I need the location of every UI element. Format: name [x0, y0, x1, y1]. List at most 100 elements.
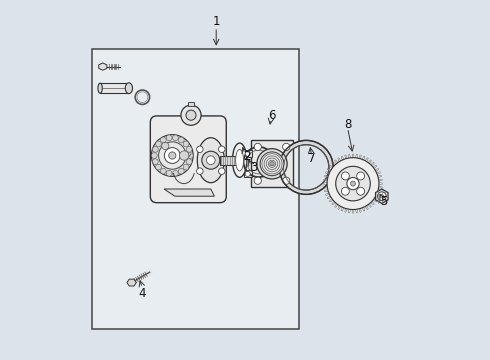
Polygon shape: [365, 206, 368, 210]
Polygon shape: [375, 196, 379, 199]
Text: 8: 8: [344, 118, 351, 131]
Circle shape: [254, 177, 261, 184]
Polygon shape: [327, 196, 331, 199]
Polygon shape: [324, 186, 327, 188]
Circle shape: [357, 172, 365, 180]
Circle shape: [187, 153, 193, 158]
Text: 6: 6: [268, 109, 276, 122]
Polygon shape: [348, 154, 350, 158]
Circle shape: [151, 135, 193, 176]
Circle shape: [169, 152, 176, 159]
Polygon shape: [375, 168, 379, 171]
Circle shape: [162, 142, 169, 149]
Polygon shape: [356, 154, 357, 158]
Circle shape: [156, 164, 161, 170]
Polygon shape: [352, 210, 354, 213]
Polygon shape: [345, 155, 347, 159]
Polygon shape: [338, 206, 341, 210]
Ellipse shape: [232, 143, 247, 177]
Circle shape: [347, 177, 359, 190]
Circle shape: [219, 168, 225, 174]
Polygon shape: [329, 199, 333, 202]
Polygon shape: [325, 193, 329, 195]
Text: 2: 2: [243, 150, 250, 163]
Polygon shape: [325, 172, 329, 175]
Polygon shape: [332, 162, 335, 166]
Circle shape: [186, 110, 196, 120]
Circle shape: [245, 151, 250, 156]
Polygon shape: [341, 207, 344, 211]
Polygon shape: [327, 168, 331, 171]
Polygon shape: [371, 162, 374, 166]
Ellipse shape: [197, 138, 224, 183]
Text: 3: 3: [250, 161, 258, 174]
Bar: [244, 170, 252, 177]
Bar: [92, 49, 299, 329]
Circle shape: [380, 194, 384, 198]
Circle shape: [283, 177, 290, 184]
Polygon shape: [329, 165, 333, 168]
Circle shape: [342, 172, 349, 180]
Circle shape: [181, 105, 201, 125]
Polygon shape: [379, 186, 382, 188]
Polygon shape: [373, 165, 377, 168]
Polygon shape: [324, 189, 328, 192]
Circle shape: [183, 141, 189, 147]
Circle shape: [206, 156, 215, 165]
Polygon shape: [352, 154, 354, 158]
Circle shape: [336, 166, 370, 201]
Circle shape: [186, 147, 192, 152]
Circle shape: [179, 151, 189, 160]
Polygon shape: [332, 201, 335, 205]
Bar: [220, 156, 236, 165]
Polygon shape: [379, 179, 382, 181]
Circle shape: [254, 143, 261, 150]
Polygon shape: [378, 189, 382, 192]
Circle shape: [357, 187, 365, 195]
Polygon shape: [335, 160, 338, 163]
Polygon shape: [345, 208, 347, 212]
Circle shape: [202, 151, 220, 169]
Polygon shape: [324, 175, 328, 178]
Circle shape: [160, 137, 166, 143]
Polygon shape: [359, 155, 361, 159]
Circle shape: [172, 135, 178, 141]
Polygon shape: [99, 63, 107, 70]
Ellipse shape: [125, 83, 132, 94]
Polygon shape: [362, 156, 365, 160]
Polygon shape: [368, 204, 371, 207]
Polygon shape: [335, 204, 338, 207]
Polygon shape: [379, 183, 383, 184]
Polygon shape: [127, 279, 136, 286]
Circle shape: [172, 170, 178, 176]
Polygon shape: [373, 199, 377, 202]
Polygon shape: [375, 189, 388, 203]
Ellipse shape: [236, 149, 244, 171]
Polygon shape: [362, 207, 365, 211]
Circle shape: [156, 141, 161, 147]
Bar: [251, 140, 293, 187]
Polygon shape: [377, 172, 381, 175]
Polygon shape: [359, 208, 361, 212]
Circle shape: [178, 168, 184, 174]
Circle shape: [342, 187, 349, 195]
Circle shape: [186, 159, 192, 165]
Circle shape: [196, 168, 203, 174]
Circle shape: [151, 153, 157, 158]
Circle shape: [183, 164, 189, 170]
Polygon shape: [365, 158, 368, 162]
Circle shape: [270, 162, 274, 166]
Polygon shape: [323, 183, 327, 184]
Polygon shape: [164, 189, 215, 196]
Text: 7: 7: [308, 152, 316, 165]
Circle shape: [152, 147, 158, 152]
Circle shape: [260, 152, 284, 176]
Polygon shape: [378, 175, 382, 178]
Polygon shape: [341, 156, 344, 160]
Circle shape: [164, 148, 180, 163]
Polygon shape: [338, 158, 341, 162]
Bar: [100, 83, 127, 93]
Ellipse shape: [98, 83, 102, 93]
Text: 5: 5: [380, 195, 387, 208]
Polygon shape: [324, 179, 327, 181]
